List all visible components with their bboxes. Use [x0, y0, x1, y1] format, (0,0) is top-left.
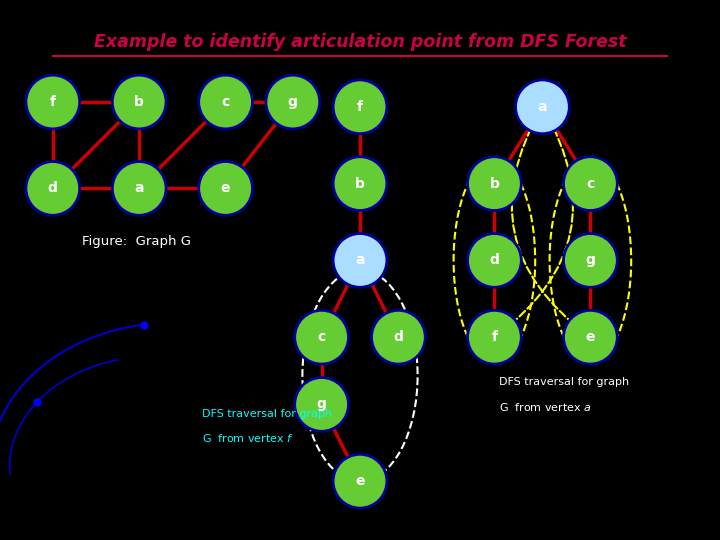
Text: f: f — [357, 100, 363, 114]
Circle shape — [372, 310, 426, 364]
Text: e: e — [585, 330, 595, 344]
Circle shape — [564, 233, 617, 287]
Text: a: a — [355, 253, 365, 267]
Text: e: e — [355, 474, 365, 488]
Text: g: g — [288, 95, 298, 109]
Circle shape — [26, 75, 80, 129]
Text: Example to identify articulation point from DFS Forest: Example to identify articulation point f… — [94, 33, 626, 51]
Circle shape — [266, 75, 320, 129]
Circle shape — [112, 161, 166, 215]
Text: c: c — [586, 177, 595, 191]
Text: f: f — [50, 95, 56, 109]
Text: d: d — [48, 181, 58, 195]
Circle shape — [199, 161, 253, 215]
Circle shape — [294, 310, 348, 364]
Text: b: b — [490, 177, 500, 191]
Text: G  from vertex $f$: G from vertex $f$ — [202, 432, 294, 444]
Circle shape — [564, 157, 617, 211]
Text: g: g — [317, 397, 327, 411]
Text: a: a — [135, 181, 144, 195]
FancyArrowPatch shape — [512, 109, 588, 335]
Text: f: f — [492, 330, 498, 344]
Text: c: c — [318, 330, 325, 344]
Circle shape — [564, 310, 617, 364]
Text: g: g — [585, 253, 595, 267]
Circle shape — [333, 233, 387, 287]
Circle shape — [112, 75, 166, 129]
Circle shape — [26, 161, 80, 215]
Text: DFS traversal for graph: DFS traversal for graph — [202, 409, 332, 419]
Circle shape — [467, 157, 521, 211]
Text: a: a — [538, 100, 547, 114]
Text: c: c — [222, 95, 230, 109]
Text: b: b — [134, 95, 144, 109]
FancyArrowPatch shape — [497, 109, 573, 335]
Circle shape — [467, 233, 521, 287]
Circle shape — [199, 75, 253, 129]
Text: DFS traversal for graph: DFS traversal for graph — [499, 377, 629, 387]
Text: d: d — [393, 330, 403, 344]
Circle shape — [333, 454, 387, 508]
Text: Figure:  Graph G: Figure: Graph G — [81, 235, 191, 248]
Text: G  from vertex $a$: G from vertex $a$ — [499, 401, 592, 413]
Circle shape — [333, 157, 387, 211]
Circle shape — [294, 377, 348, 431]
Text: e: e — [221, 181, 230, 195]
Circle shape — [333, 80, 387, 134]
Text: d: d — [490, 253, 500, 267]
Circle shape — [516, 80, 570, 134]
Circle shape — [467, 310, 521, 364]
Text: b: b — [355, 177, 365, 191]
